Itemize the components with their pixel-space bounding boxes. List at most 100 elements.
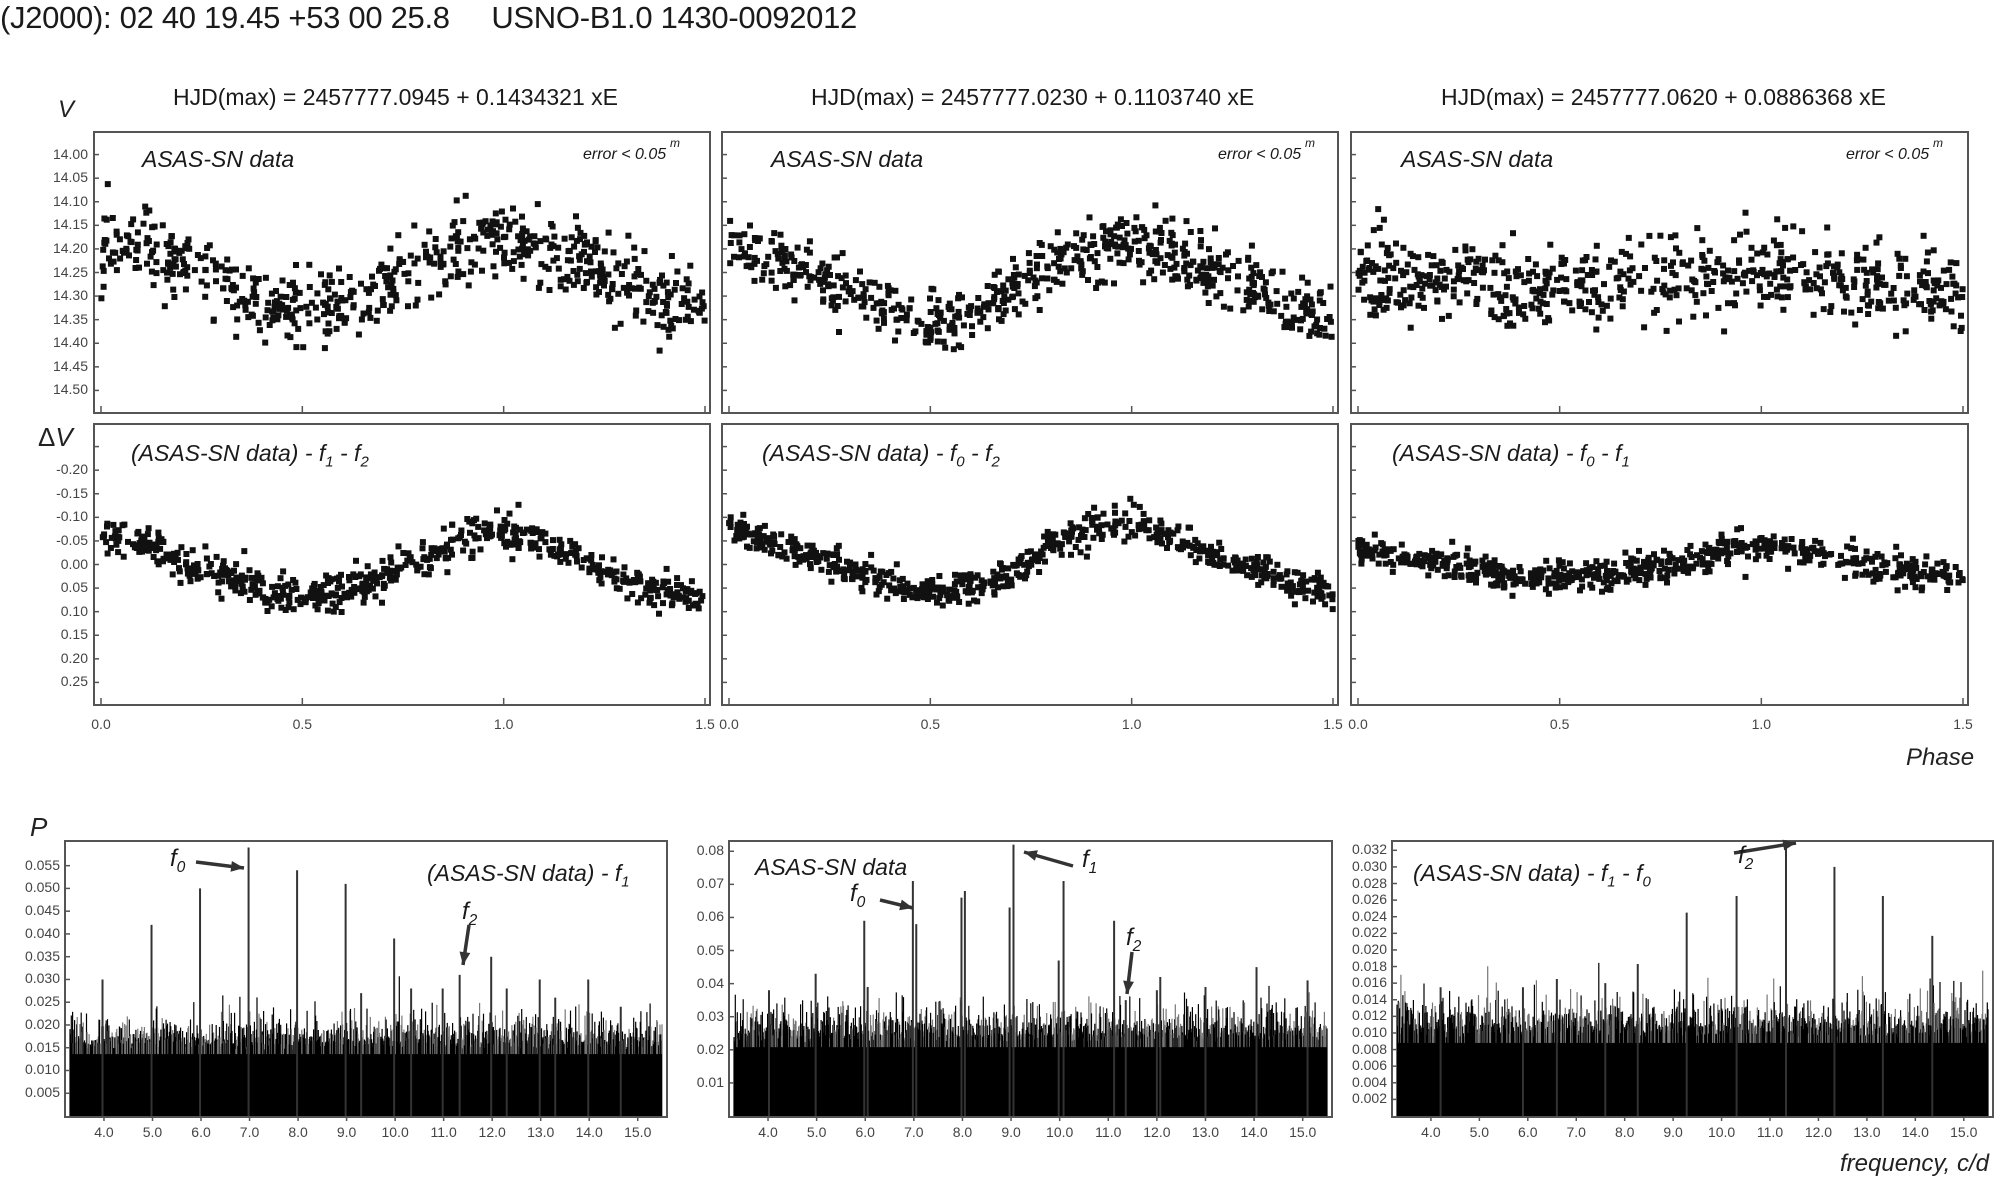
tick-label: 14.05 (52, 169, 88, 186)
tick-label: 13.0 (527, 1124, 555, 1140)
tick-label: 7.0 (904, 1124, 924, 1140)
tick-label: 1.0 (1121, 716, 1142, 732)
tick-label: 14.00 (52, 145, 88, 162)
tick-label: 0.012 (1351, 1007, 1387, 1024)
periodogram-label-1: (ASAS-SN data) - f1 (427, 860, 630, 891)
tick-label: 0.032 (1351, 841, 1387, 858)
error-text: error < 0.05 (1218, 146, 1302, 163)
tick-label: 15.0 (1289, 1124, 1317, 1140)
tick-label: 6.0 (1518, 1124, 1538, 1140)
peak-label-f2-p3: f2 (1738, 842, 1754, 873)
panel-label-dv-2: (ASAS-SN data) - f0 - f2 (762, 440, 1000, 471)
tick-label: 0.15 (60, 626, 88, 643)
tick-label: 0.050 (24, 879, 60, 896)
tick-label: 0.030 (24, 970, 60, 987)
tick-label: 13.0 (1191, 1124, 1220, 1140)
tick-label: 0.006 (1351, 1057, 1387, 1074)
tick-label: 9.0 (1663, 1124, 1683, 1140)
tick-label: 13.0 (1853, 1124, 1881, 1140)
tick-label: 10.0 (1046, 1124, 1074, 1140)
tick-label: 14.25 (52, 263, 88, 280)
panel-label-dv-3: (ASAS-SN data) - f0 - f1 (1392, 440, 1630, 471)
tick-label: 4.0 (758, 1124, 778, 1140)
tick-label: 14.0 (575, 1124, 603, 1140)
tick-label: 5.0 (806, 1124, 827, 1140)
tick-label: 0.05 (60, 579, 88, 596)
catalog-id: USNO-B1.0 1430-0092012 (491, 0, 857, 35)
tick-label: 6.0 (191, 1124, 211, 1140)
y-axis-title-dv: ΔV (38, 422, 73, 452)
tick-label: 0.002 (1351, 1090, 1387, 1107)
tick-label: 4.0 (94, 1124, 114, 1140)
tick-label: 12.0 (1804, 1124, 1833, 1140)
tick-label: 0.004 (1351, 1073, 1387, 1090)
tick-label: 10.0 (1707, 1124, 1736, 1140)
tick-label: 0.0 (91, 716, 111, 732)
tick-label: 5.0 (1469, 1124, 1490, 1140)
tick-label: 0.01 (696, 1073, 724, 1090)
tick-label: 0.014 (1351, 990, 1387, 1007)
panel-label-dv-1: (ASAS-SN data) - f1 - f2 (131, 440, 369, 471)
tick-label: 0.010 (24, 1061, 60, 1078)
tick-label: 14.35 (52, 310, 88, 327)
tick-label: 7.0 (239, 1124, 260, 1140)
tick-label: 0.04 (696, 974, 724, 991)
tick-label: 1.5 (1323, 716, 1343, 732)
error-sup: m (670, 136, 680, 150)
tick-label: 0.040 (24, 924, 60, 941)
tick-label: -0.20 (56, 461, 88, 478)
tick-label: 11.0 (430, 1124, 457, 1140)
tick-label: 0.005 (24, 1084, 60, 1101)
tick-label: 0.5 (1549, 716, 1570, 732)
tick-label: 0.05 (696, 941, 724, 958)
x-axis-title-frequency: frequency, c/d (1840, 1150, 1989, 1177)
tick-label: 0.024 (1351, 907, 1387, 924)
tick-label: 0.0 (719, 716, 739, 732)
tick-label: 8.0 (288, 1124, 308, 1140)
periodogram-label-3: (ASAS-SN data) - f1 - f0 (1413, 860, 1651, 891)
tick-label: 14.30 (52, 287, 88, 304)
tick-label: 0.5 (292, 716, 313, 732)
coords-text: (J2000): 02 40 19.45 +53 00 25.8 (0, 0, 450, 35)
error-text: error < 0.05 (1846, 146, 1930, 163)
error-sup: m (1305, 136, 1315, 150)
tick-label: 14.10 (52, 192, 88, 209)
error-sup: m (1933, 136, 1943, 150)
tick-label: 0.25 (60, 673, 88, 690)
tick-label: 0.20 (60, 649, 88, 666)
tick-label: 0.020 (1351, 940, 1387, 957)
tick-label: 14.20 (52, 239, 88, 256)
x-axis-title-phase: Phase (1906, 744, 1975, 771)
tick-label: 0.035 (24, 947, 60, 964)
error-note-3: error < 0.05 m (1846, 136, 1943, 164)
tick-label: 1.5 (695, 716, 715, 732)
tick-label: 0.5 (920, 716, 941, 732)
tick-label: 14.40 (52, 334, 88, 351)
tick-label: 0.030 (1351, 857, 1387, 874)
tick-label: 6.0 (855, 1124, 875, 1140)
tick-label: 1.0 (493, 716, 514, 732)
tick-label: 0.008 (1351, 1040, 1387, 1057)
tick-label: 8.0 (952, 1124, 973, 1140)
tick-label: 0.020 (24, 1015, 60, 1032)
tick-label: 0.02 (696, 1040, 724, 1057)
peak-label-f2-p2: f2 (1126, 924, 1142, 955)
error-note-1: error < 0.05 m (583, 136, 680, 164)
star-coordinates-title: (J2000): 02 40 19.45 +53 00 25.8 USNO-B1… (0, 0, 857, 36)
tick-label: 14.45 (52, 357, 88, 374)
tick-label: 8.0 (1614, 1124, 1635, 1140)
error-note-2: error < 0.05 m (1218, 136, 1315, 164)
tick-label: 11.0 (1095, 1124, 1122, 1140)
tick-label: 15.0 (624, 1124, 652, 1140)
tick-label: 0.045 (24, 902, 60, 919)
tick-label: 0.015 (24, 1038, 60, 1055)
tick-label: 0.026 (1351, 891, 1387, 908)
tick-label: 0.03 (696, 1007, 724, 1024)
tick-label: 0.00 (60, 555, 88, 572)
tick-label: -0.10 (56, 508, 88, 525)
panel-label-v-3: ASAS-SN data (1401, 146, 1554, 172)
error-text: error < 0.05 (583, 146, 667, 163)
tick-label: 9.0 (336, 1124, 357, 1140)
tick-label: 9.0 (1001, 1124, 1021, 1140)
